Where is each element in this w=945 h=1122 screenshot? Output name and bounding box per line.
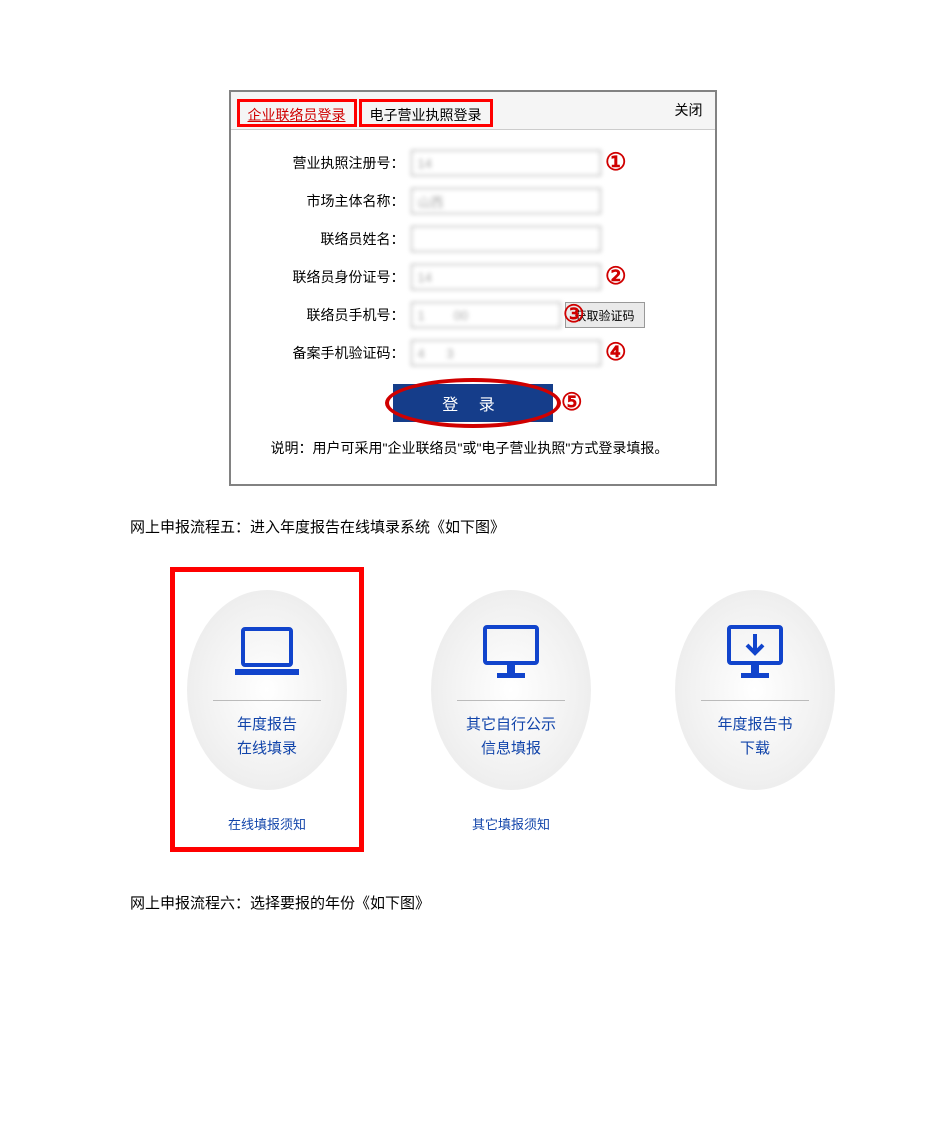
option-annual-report[interactable]: 年度报告 在线填录 在线填报须知 xyxy=(170,567,364,852)
input-verify-code[interactable] xyxy=(411,340,601,366)
login-description: 说明：用户可采用"企业联络员"或"电子营业执照"方式登录填报。 xyxy=(251,436,695,470)
input-entity-name[interactable] xyxy=(411,188,601,214)
options-row: 年度报告 在线填录 在线填报须知 其它自行公示 信息填报 其它填报须知 xyxy=(140,567,805,852)
login-button[interactable]: 登 录 xyxy=(393,384,553,422)
input-contact-id[interactable] xyxy=(411,264,601,290)
label-verify-code: 备案手机验证码： xyxy=(251,343,411,363)
divider xyxy=(701,700,809,701)
row-reg-number: 营业执照注册号： ① xyxy=(251,150,695,176)
option3-line1: 年度报告书 xyxy=(717,713,792,737)
dialog-header: 企业联络员登录 电子营业执照登录 关闭 xyxy=(231,92,715,130)
label-contact-phone: 联络员手机号： xyxy=(251,305,411,325)
row-verify-code: 备案手机验证码： ④ xyxy=(251,340,695,366)
label-entity-name: 市场主体名称： xyxy=(251,191,411,211)
label-contact-id: 联络员身份证号： xyxy=(251,267,411,287)
input-reg-number[interactable] xyxy=(411,150,601,176)
label-contact-name: 联络员姓名： xyxy=(251,229,411,249)
monitor-icon xyxy=(479,616,543,690)
tab-license-login[interactable]: 电子营业执照登录 xyxy=(359,99,493,127)
row-contact-phone: 联络员手机号： 获取验证码 ③ xyxy=(251,302,695,328)
login-dialog: 企业联络员登录 电子营业执照登录 关闭 营业执照注册号： ① 市场主体名称： 联… xyxy=(229,90,717,486)
option1-line2: 在线填录 xyxy=(237,737,297,761)
option1-line1: 年度报告 xyxy=(237,713,297,737)
option2-line1: 其它自行公示 xyxy=(466,713,556,737)
option3-line2: 下载 xyxy=(740,737,770,761)
laptop-icon xyxy=(231,616,303,690)
input-contact-name[interactable] xyxy=(411,226,601,252)
option-other-publicity[interactable]: 其它自行公示 信息填报 其它填报须知 xyxy=(414,567,608,852)
login-form: 营业执照注册号： ① 市场主体名称： 联络员姓名： 联络员身份证号： ② xyxy=(231,130,715,484)
tab-contact-login[interactable]: 企业联络员登录 xyxy=(237,99,357,127)
oval-annual-report: 年度报告 在线填录 xyxy=(187,590,347,790)
input-contact-phone[interactable] xyxy=(411,302,561,328)
option1-note[interactable]: 在线填报须知 xyxy=(187,814,347,833)
circle-1-icon: ① xyxy=(605,148,627,177)
step6-heading: 网上申报流程六：选择要报的年份《如下图》 xyxy=(130,892,805,913)
divider xyxy=(457,700,565,701)
circle-3-icon: ③ xyxy=(563,300,585,329)
step5-heading: 网上申报流程五：进入年度报告在线填录系统《如下图》 xyxy=(130,516,805,537)
circle-4-icon: ④ xyxy=(605,338,627,367)
circle-2-icon: ② xyxy=(605,262,627,291)
oval-download: 年度报告书 下载 xyxy=(675,590,835,790)
row-contact-id: 联络员身份证号： ② xyxy=(251,264,695,290)
oval-other-publicity: 其它自行公示 信息填报 xyxy=(431,590,591,790)
circle-5-icon: ⑤ xyxy=(561,388,583,417)
label-reg-number: 营业执照注册号： xyxy=(251,153,411,173)
row-entity-name: 市场主体名称： xyxy=(251,188,695,214)
close-button[interactable]: 关闭 xyxy=(675,100,703,120)
row-contact-name: 联络员姓名： xyxy=(251,226,695,252)
option-download-report[interactable]: 年度报告书 下载 xyxy=(658,567,852,852)
option2-line2: 信息填报 xyxy=(481,737,541,761)
divider xyxy=(213,700,321,701)
login-dialog-wrapper: 企业联络员登录 电子营业执照登录 关闭 营业执照注册号： ① 市场主体名称： 联… xyxy=(140,90,805,486)
download-monitor-icon xyxy=(723,616,787,690)
login-button-row: 登 录 ⑤ xyxy=(251,384,695,422)
option2-note[interactable]: 其它填报须知 xyxy=(431,814,591,833)
